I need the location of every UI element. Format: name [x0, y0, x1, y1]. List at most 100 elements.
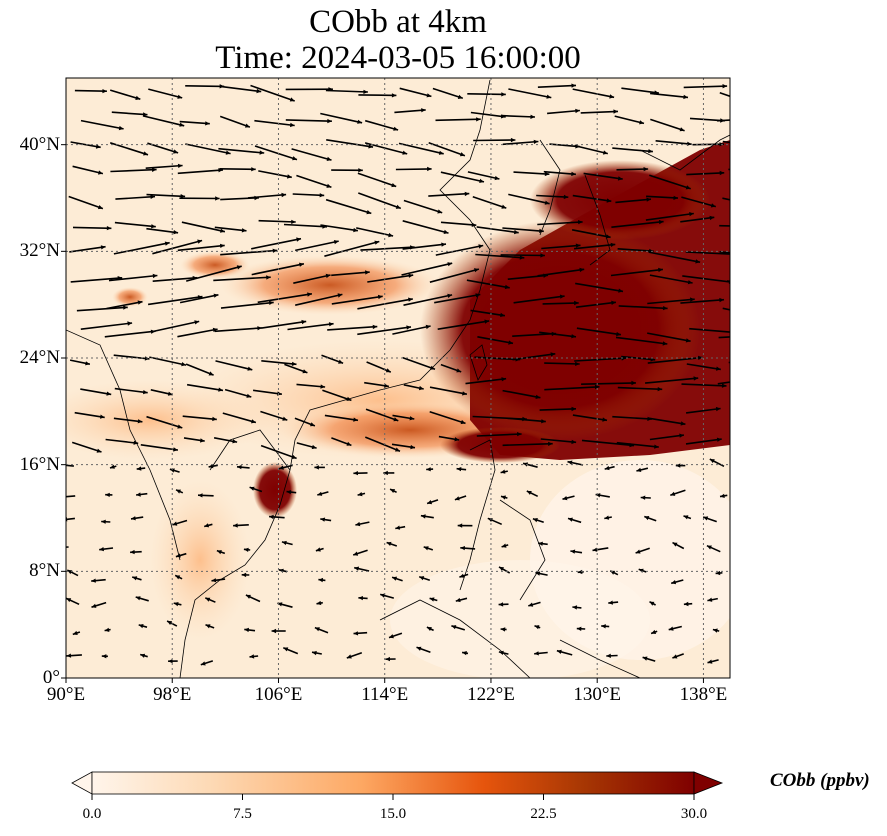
- wind-vector: [104, 330, 156, 338]
- wind-vector-head: [245, 594, 251, 599]
- wind-vector: [320, 112, 363, 124]
- wind-vector-head: [755, 144, 760, 148]
- wind-vector: [429, 386, 468, 395]
- wind-vector-head: [744, 117, 749, 121]
- wind-vector-head: [281, 540, 287, 546]
- map-title-line-2: Time: 2024-03-05 16:00:00: [215, 40, 581, 76]
- wind-vector: [76, 306, 128, 312]
- wind-vector-head: [562, 496, 568, 501]
- wind-vector-head: [314, 627, 320, 632]
- wind-vector-head: [380, 593, 386, 598]
- wind-vector: [610, 268, 663, 277]
- colorbar-bar: [91, 771, 695, 795]
- wind-vector-head: [353, 551, 359, 556]
- wind-vector: [645, 212, 694, 221]
- wind-vector-head: [504, 284, 510, 290]
- wind-vector: [252, 389, 283, 395]
- wind-vector-head: [123, 305, 128, 310]
- wind-vector-head: [673, 195, 678, 200]
- lat-tick-label: 32°N: [19, 240, 60, 262]
- wind-vector-head: [325, 273, 331, 279]
- wind-vector: [683, 85, 728, 89]
- wind-vector: [467, 171, 500, 180]
- wind-vector-head: [571, 406, 576, 412]
- wind-vector-head: [220, 228, 225, 233]
- wind-vector-head: [218, 168, 223, 173]
- wind-vector-head: [451, 625, 457, 630]
- wind-vector: [177, 244, 225, 252]
- wind-vector-head: [338, 359, 344, 364]
- wind-vector-head: [91, 578, 96, 583]
- wind-vector: [152, 320, 200, 333]
- wind-vector: [621, 355, 656, 361]
- wind-vector-head: [243, 547, 249, 552]
- wind-vector-head: [372, 324, 378, 330]
- wind-vector-head: [358, 596, 363, 601]
- wind-vector: [437, 320, 490, 330]
- wind-vector-head: [327, 118, 332, 124]
- wind-vector: [465, 377, 507, 385]
- wind-vector-head: [118, 125, 124, 131]
- wind-vector-head: [249, 654, 255, 659]
- colorbar-tick-label: 7.5: [233, 806, 252, 822]
- wind-vector-head: [618, 288, 623, 293]
- wind-vector: [365, 408, 399, 422]
- wind-vector: [617, 248, 654, 252]
- wind-vector-head: [459, 573, 465, 578]
- wind-vector-head: [464, 191, 470, 197]
- wind-vector: [647, 298, 695, 305]
- wind-vector: [649, 174, 691, 190]
- wind-vector-head: [173, 602, 179, 607]
- wind-vector-head: [402, 150, 408, 155]
- wind-vector: [647, 332, 691, 342]
- wind-vector: [331, 271, 370, 277]
- wind-vector-head: [544, 200, 550, 205]
- wind-vector-head: [722, 84, 728, 89]
- wind-vector: [113, 417, 143, 423]
- wind-vector-head: [675, 463, 681, 468]
- wind-vector: [258, 170, 292, 179]
- wind-vector-head: [346, 396, 352, 401]
- wind-vector-head: [571, 83, 576, 88]
- wind-vector-head: [296, 237, 301, 242]
- wind-vector-head: [175, 575, 181, 580]
- wind-vector-head: [200, 661, 206, 666]
- wind-vector-head: [662, 306, 668, 311]
- wind-vector-head: [233, 523, 238, 528]
- wind-vector: [111, 111, 148, 116]
- colorbar: [71, 771, 724, 800]
- wind-vector: [719, 224, 730, 227]
- wind-vector-head: [476, 117, 481, 122]
- wind-vector: [685, 251, 730, 255]
- wind-vector: [681, 196, 717, 208]
- wind-vector-head: [151, 224, 156, 229]
- colorbar-extend-low: [71, 771, 93, 795]
- wind-vector-head: [592, 547, 598, 552]
- wind-vector-head: [391, 183, 397, 188]
- wind-vector: [502, 227, 544, 233]
- wind-vector-head: [462, 651, 467, 656]
- wind-vector: [392, 325, 431, 335]
- wind-vector-head: [176, 489, 181, 494]
- wind-vector-head: [765, 412, 770, 416]
- wind-vector-head: [762, 285, 767, 289]
- wind-vector: [214, 327, 262, 333]
- wind-vector: [113, 354, 150, 360]
- wind-vector: [182, 415, 217, 421]
- wind-vector: [324, 240, 380, 257]
- wind-vector-head: [213, 293, 219, 298]
- wind-vector: [432, 87, 464, 100]
- wind-vector-head: [326, 183, 332, 188]
- wind-vector: [647, 356, 703, 364]
- wind-vector: [717, 381, 730, 385]
- wind-vector: [214, 226, 247, 232]
- lat-tick-label: 0°: [42, 667, 60, 688]
- wind-vector: [320, 224, 359, 232]
- colorbar-tick-label: 0.0: [82, 806, 102, 822]
- wind-vector: [80, 119, 124, 130]
- wind-vector: [185, 363, 214, 376]
- wind-vector: [650, 118, 685, 132]
- lat-tick-label: 40°N: [19, 133, 60, 155]
- wind-vector: [686, 363, 721, 371]
- wind-vector-head: [314, 465, 319, 470]
